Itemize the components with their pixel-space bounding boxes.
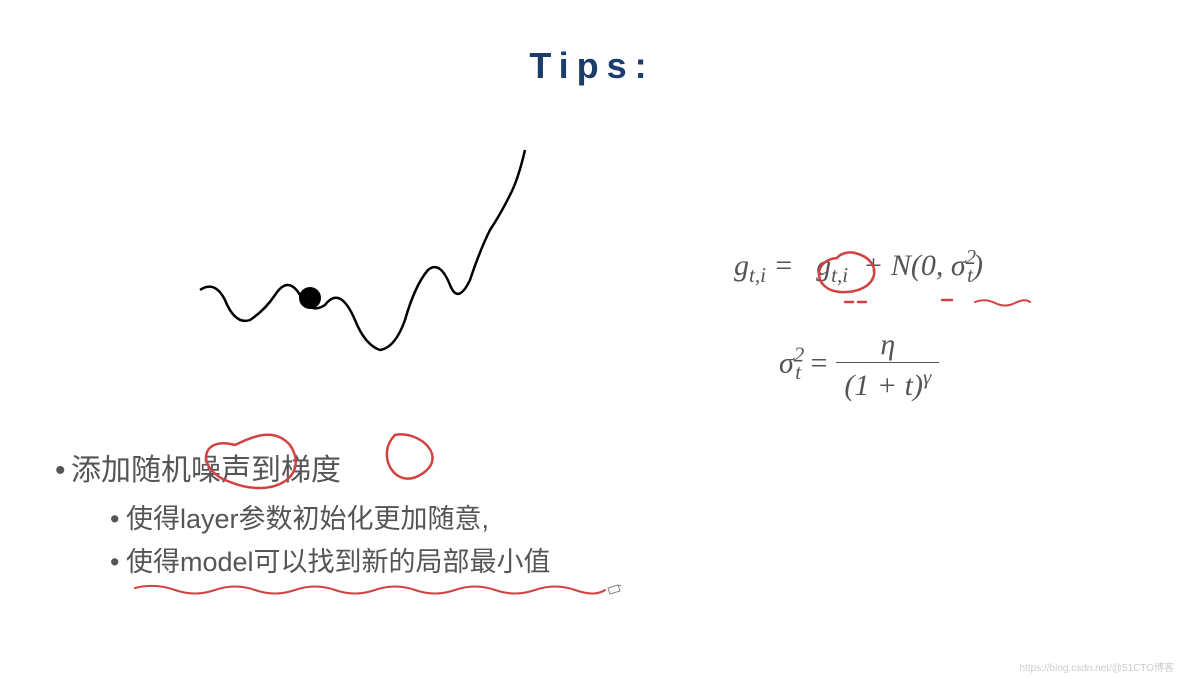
bullet-dot-icon: •	[110, 504, 118, 535]
bullet-sub1-text: 使得layer参数初始化更加随意,	[126, 504, 489, 534]
red-wavy-underline	[135, 586, 605, 594]
bullet-sub2-text: 使得model可以找到新的局部最小值	[126, 547, 551, 577]
curve-svg	[180, 130, 540, 360]
bullet-main: •添加随机噪声到梯度	[55, 445, 1104, 489]
bullet-sub-2: • 使得model可以找到新的局部最小值	[110, 540, 1104, 579]
ball-marker	[299, 287, 321, 309]
watermark-text: https://blog.csdn.net/@51CTO博客	[1020, 663, 1174, 674]
bullet-dot-icon: •	[110, 547, 118, 578]
bullet-section: •添加随机噪声到梯度 •使得layer参数初始化更加随意, •使得model可以…	[55, 445, 1104, 579]
formula-gradient-noise: gt,i = gt,i + N(0, σ2t)	[734, 245, 1094, 288]
formula-variance-schedule: σ2t = η(1 + t)γ	[734, 328, 1094, 403]
title-text: Tips:	[529, 45, 654, 86]
loss-curve-path	[200, 150, 525, 350]
loss-curve-diagram	[180, 130, 540, 360]
slide-title: Tips:	[529, 45, 654, 87]
formula-block: gt,i = gt,i + N(0, σ2t) σ2t = η(1 + t)γ	[734, 245, 1094, 403]
bullet-dot-icon: •	[55, 454, 63, 488]
watermark: https://blog.csdn.net/@51CTO博客	[1020, 659, 1174, 674]
pencil-icon	[608, 585, 621, 594]
bullet-main-text: 添加随机噪声到梯度	[71, 454, 341, 487]
bullet-sub-1: • 使得layer参数初始化更加随意,	[110, 497, 1104, 536]
